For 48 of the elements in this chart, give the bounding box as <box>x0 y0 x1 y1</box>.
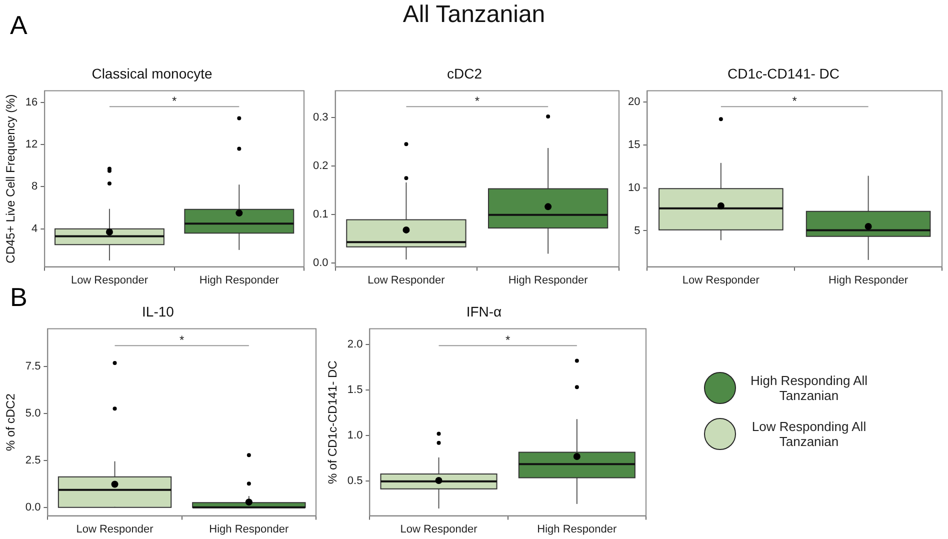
annotation: * <box>180 332 185 347</box>
y-tick-label: 5 <box>634 224 640 237</box>
annotation: * <box>792 94 798 108</box>
x-tick-label: Low Responder <box>368 274 446 286</box>
chart-title: cDC2 <box>446 65 482 82</box>
y-tick-label: 5.0 <box>25 407 41 420</box>
text: A <box>10 10 28 40</box>
y-tick-label: 2.0 <box>347 338 363 350</box>
text: Low Responding All Tanzanian <box>750 419 868 449</box>
annotation: * <box>172 94 177 108</box>
text: B <box>10 282 28 312</box>
y-tick-label: 1.0 <box>347 430 363 442</box>
y-tick-label: 0.3 <box>312 112 328 124</box>
y-tick-label: 2.5 <box>25 454 41 466</box>
y-tick-label: 0.1 <box>312 208 328 220</box>
x-tick-label: High Responder <box>199 274 280 286</box>
text: All Tanzanian <box>402 1 546 28</box>
y-tick-label: 0.0 <box>25 501 41 514</box>
y-tick-label: 8 <box>32 180 38 193</box>
y-tick-label: 10 <box>628 182 640 194</box>
y-axis-title: % of CD1c-CD141- DC <box>326 360 340 484</box>
x-tick-label: High Responder <box>209 523 289 536</box>
chart-title: CD1c-CD141- DC <box>727 65 840 82</box>
text: High Responding All Tanzanian <box>749 373 869 403</box>
annotation: * <box>474 94 480 108</box>
y-tick-label: 0.2 <box>312 160 328 172</box>
y-tick-label: 7.5 <box>25 360 41 372</box>
y-tick-label: 0.5 <box>347 475 363 488</box>
annotation: * <box>506 332 511 347</box>
y-axis-title: % of cDC2 <box>4 393 18 451</box>
x-tick-label: High Responder <box>828 274 908 286</box>
y-tick-label: 15 <box>628 138 640 151</box>
x-tick-label: Low Responder <box>682 274 760 286</box>
y-tick-label: 4 <box>32 222 38 235</box>
y-tick-label: 16 <box>25 96 38 108</box>
chart-title: IL-10 <box>142 303 174 320</box>
y-axis-title: CD45+ Live Cell Frequency (%) <box>4 94 18 264</box>
chart-title: Classical monocyte <box>92 65 213 82</box>
y-tick-label: 0.0 <box>312 256 328 269</box>
y-tick-label: 1.5 <box>347 384 363 396</box>
x-tick-label: Low Responder <box>400 523 478 536</box>
x-tick-label: Low Responder <box>76 523 154 536</box>
y-tick-label: 20 <box>628 96 640 108</box>
x-tick-label: High Responder <box>508 274 588 286</box>
chart-title: IFN-α <box>466 303 502 320</box>
x-tick-label: High Responder <box>537 523 617 536</box>
x-tick-label: Low Responder <box>70 274 148 286</box>
y-tick-label: 12 <box>25 138 38 151</box>
